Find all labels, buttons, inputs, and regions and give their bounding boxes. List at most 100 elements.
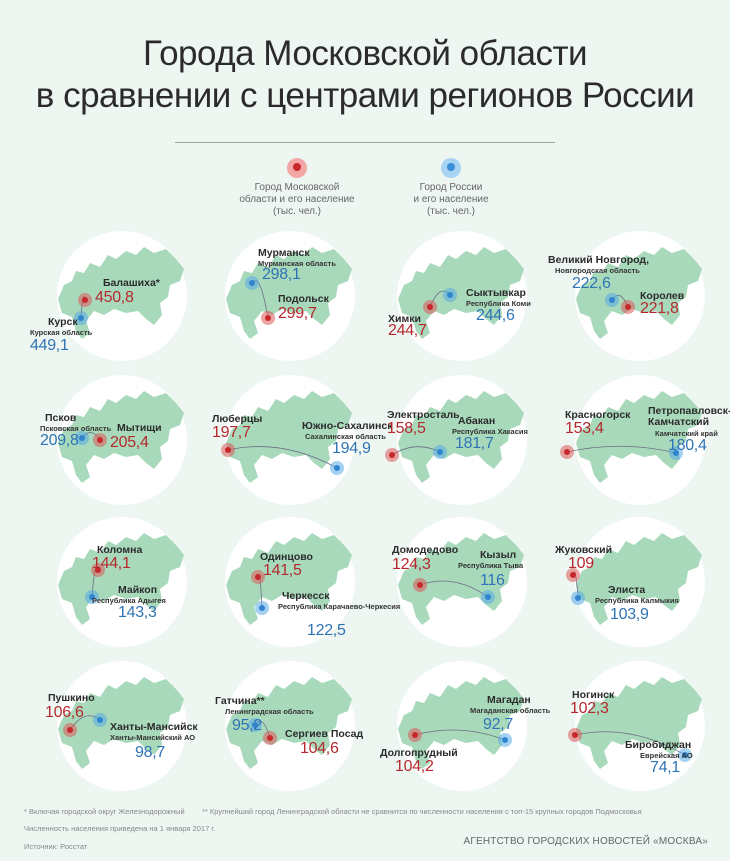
russia-city-name: Южно-Сахалинск	[302, 420, 393, 432]
russia-city-region: Курская область	[30, 328, 93, 337]
moscow-city-name: Красногорск	[565, 409, 631, 421]
russia-city-name: Майкоп	[118, 584, 158, 596]
russia-city-dot-icon	[330, 461, 344, 475]
moscow-city-population: 197,7	[212, 424, 251, 441]
russia-city-name: Абакан	[458, 415, 496, 427]
map-shape	[576, 677, 702, 769]
russia-city-population: 95,2	[232, 717, 262, 734]
legend-text: Город Московской	[254, 182, 340, 193]
russia-map-icon	[58, 247, 184, 339]
moscow-city-population: 102,3	[570, 700, 609, 717]
title-divider	[175, 142, 555, 143]
legend-text: (тыс. чел.)	[426, 206, 476, 217]
russia-city-dot-icon	[75, 431, 89, 445]
russia-city-name: Петропавловск-Камчатский	[648, 405, 730, 428]
moscow-city-population: 153,4	[565, 420, 604, 437]
russia-map-icon	[576, 533, 702, 625]
moscow-city-dot-icon	[621, 300, 635, 314]
russia-city-name: Сыктывкар	[466, 287, 526, 299]
russia-city-name: Гатчина**	[215, 695, 265, 707]
russia-map-icon	[576, 677, 702, 769]
legend-moscow-region: Город Московской области и его население…	[217, 182, 377, 218]
russia-city-population: 209,8	[40, 432, 79, 449]
map-shape	[576, 247, 702, 339]
map-shape	[226, 677, 352, 769]
map-shape	[398, 677, 524, 769]
map-shape	[398, 247, 524, 339]
russia-city-region: Псковская область	[40, 424, 112, 433]
legend-blue-dot-icon	[441, 158, 461, 178]
moscow-city-dot-icon	[413, 578, 427, 592]
russia-city-dot-icon	[605, 293, 619, 307]
russia-city-name: Великий Новгород,	[548, 254, 650, 266]
map-shape	[576, 533, 702, 625]
moscow-city-name: Жуковский	[555, 544, 613, 556]
russia-city-population: 116	[480, 572, 505, 589]
russia-map-icon	[576, 247, 702, 339]
russia-city-region: Новгородская область	[555, 266, 640, 275]
moscow-city-population: 144,1	[92, 555, 131, 572]
russia-city-region: Камчатский край	[655, 429, 718, 438]
moscow-city-population: 141,5	[263, 562, 302, 579]
footnote-2: ** Крупнейший город Ленинградской област…	[202, 807, 642, 816]
russia-city-name: Ханты-Мансийск	[110, 721, 198, 733]
legend-text: Город России	[419, 182, 483, 193]
moscow-city-name: Балашиха*	[103, 277, 160, 289]
russia-city-population: 122,5	[307, 622, 346, 639]
footnote-1: * Включая городской округ Железнодорожны…	[24, 807, 185, 816]
moscow-city-dot-icon	[78, 293, 92, 307]
russia-city-region: Ленинградская область	[225, 707, 314, 716]
russia-city-population: 180,4	[668, 437, 707, 454]
moscow-city-population: 104,2	[395, 758, 434, 775]
moscow-city-name: Подольск	[278, 293, 329, 305]
russia-city-name: Мурманск	[258, 247, 310, 259]
russia-city-population: 98,7	[135, 744, 165, 761]
legend-text: области и его население	[239, 194, 355, 205]
legend-text: и его население	[413, 194, 489, 205]
map-shape	[58, 391, 184, 483]
russia-city-population: 222,6	[572, 275, 611, 292]
moscow-city-population: 104,6	[300, 740, 339, 757]
moscow-city-dot-icon	[408, 728, 422, 742]
russia-city-population: 92,7	[483, 716, 513, 733]
russia-map-icon	[576, 391, 702, 483]
moscow-city-name: Одинцово	[260, 551, 313, 563]
connector-line	[227, 446, 338, 469]
moscow-city-population: 124,3	[392, 556, 431, 573]
russia-city-population: 181,7	[455, 435, 494, 452]
moscow-city-population: 106,6	[45, 704, 84, 721]
russia-city-population: 194,9	[332, 440, 371, 457]
russia-city-dot-icon	[669, 446, 683, 460]
connector-line	[419, 580, 489, 598]
map-shape	[58, 677, 184, 769]
moscow-city-name: Пушкино	[48, 692, 95, 704]
russia-city-region: Республика Адыгея	[92, 596, 166, 605]
russia-map-icon	[58, 677, 184, 769]
moscow-city-population: 109	[568, 555, 594, 572]
russia-city-dot-icon	[245, 276, 259, 290]
title-line-1: Города Московской области	[142, 34, 588, 73]
russia-city-name: Псков	[45, 412, 77, 424]
russia-map-icon	[58, 391, 184, 483]
russia-city-name: Курск	[48, 316, 78, 328]
russia-city-population: 103,9	[610, 606, 649, 623]
legend-text: (тыс. чел.)	[272, 206, 322, 217]
map-shape	[576, 391, 702, 483]
russia-city-dot-icon	[443, 288, 457, 302]
connector-line	[566, 445, 677, 454]
russia-city-name: Элиста	[608, 584, 646, 596]
moscow-city-name: Химки	[388, 313, 421, 325]
moscow-city-name: Домодедово	[392, 544, 459, 556]
moscow-city-dot-icon	[261, 311, 275, 325]
moscow-city-dot-icon	[385, 448, 399, 462]
russia-city-region: Магаданская область	[470, 706, 551, 715]
moscow-city-dot-icon	[221, 443, 235, 457]
moscow-city-dot-icon	[568, 728, 582, 742]
russia-city-name: Биробиджан	[625, 739, 692, 751]
russia-city-dot-icon	[571, 591, 585, 605]
russia-city-name: Магадан	[487, 694, 531, 706]
connector-line	[574, 731, 686, 756]
moscow-city-dot-icon	[63, 723, 77, 737]
moscow-city-name: Мытищи	[117, 422, 162, 434]
russia-city-dot-icon	[433, 445, 447, 459]
